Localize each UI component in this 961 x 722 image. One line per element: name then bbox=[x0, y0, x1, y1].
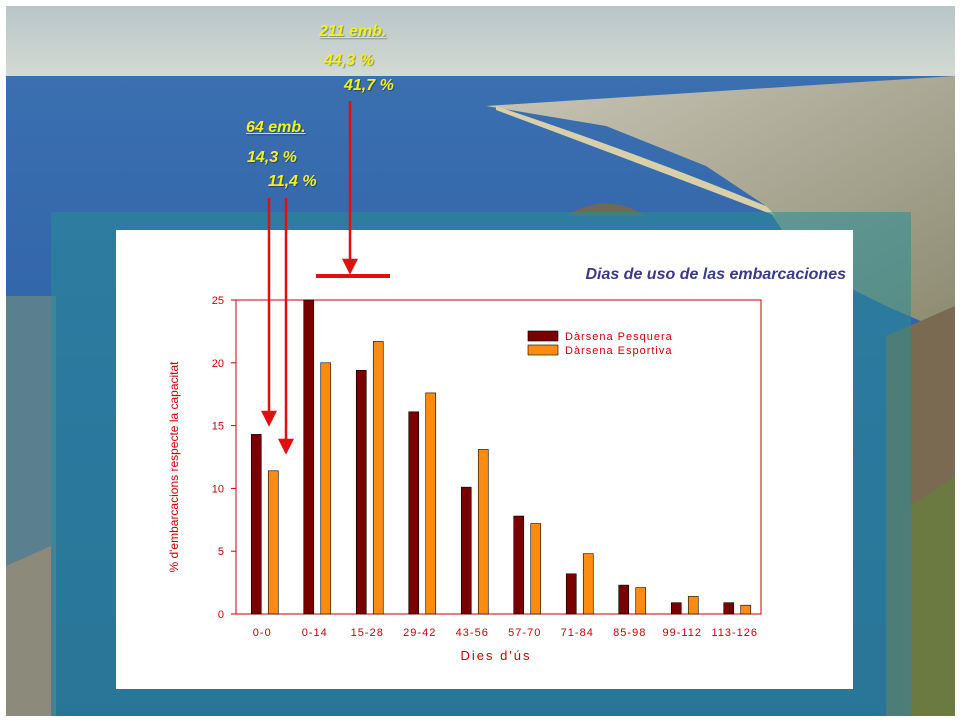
y-axis-label: % d'embarcacions respecte la capacitat bbox=[167, 361, 181, 573]
legend-swatch bbox=[527, 344, 559, 356]
plot-area bbox=[235, 299, 762, 615]
x-tick-label: 29-42 bbox=[403, 627, 436, 639]
group-b-count-label: 211 emb. bbox=[319, 23, 387, 40]
bar-esportiva bbox=[267, 470, 279, 615]
x-tick-label: 0-0 bbox=[253, 627, 272, 639]
legend-entry: Dàrsena Esportiva bbox=[565, 345, 673, 357]
bar-pesquera bbox=[460, 486, 472, 615]
x-tick-label: 0-14 bbox=[302, 627, 328, 639]
x-tick-label: 15-28 bbox=[351, 627, 384, 639]
bar-esportiva bbox=[320, 362, 332, 615]
x-tick-label: 71-84 bbox=[561, 627, 594, 639]
group-b-pct-2: 41,7 % bbox=[344, 77, 394, 94]
bar-chart: 0 5 10 15 20 25 0-0 0-14 15-28 29-42 43-56 57-70 71-… bbox=[212, 295, 762, 639]
y-tick-label: 10 bbox=[212, 483, 224, 495]
bar-pesquera bbox=[303, 299, 315, 615]
y-tick-label: 20 bbox=[212, 358, 224, 370]
y-tick-label: 5 bbox=[218, 546, 224, 558]
y-tick-label: 0 bbox=[218, 609, 224, 621]
x-tick-label: 85-98 bbox=[613, 627, 646, 639]
x-tick-label: 113-126 bbox=[711, 627, 758, 639]
bar-pesquera bbox=[250, 434, 262, 615]
x-tick-label: 99-112 bbox=[663, 627, 702, 639]
chart-panel: 0 5 10 15 20 25 0-0 0-14 15-28 29-42 43-56 57-70 71-… bbox=[116, 230, 853, 689]
x-tick-label: 57-70 bbox=[508, 627, 541, 639]
group-a-count-label: 64 emb. bbox=[246, 119, 306, 136]
y-tick-label: 15 bbox=[212, 421, 224, 433]
bar-esportiva bbox=[372, 341, 384, 615]
bar-pesquera bbox=[565, 573, 577, 615]
slide: 0 5 10 15 20 25 0-0 0-14 15-28 29-42 43-56 57-70 71-… bbox=[6, 6, 955, 716]
bar-esportiva bbox=[530, 523, 542, 615]
group-a-pct-1: 14,3 % bbox=[247, 149, 297, 166]
bar-pesquera bbox=[355, 370, 367, 615]
legend-swatch bbox=[527, 330, 559, 342]
group-a-pct-2: 11,4 % bbox=[268, 173, 317, 190]
bar-esportiva bbox=[740, 604, 752, 615]
bar-pesquera bbox=[513, 515, 525, 615]
bar-esportiva bbox=[687, 596, 699, 615]
bar-pesquera bbox=[723, 602, 735, 615]
bar-pesquera bbox=[618, 584, 630, 615]
x-axis-label: Dies d'ús bbox=[460, 648, 532, 663]
group-b-pct-1: 44,3 % bbox=[324, 52, 374, 69]
chart-title: Dias de uso de las embarcaciones bbox=[585, 266, 846, 283]
bar-pesquera bbox=[670, 602, 682, 615]
bar-esportiva bbox=[425, 392, 437, 615]
legend-entry: Dàrsena Pesquera bbox=[565, 331, 673, 343]
bar-esportiva bbox=[477, 449, 489, 615]
bar-pesquera bbox=[408, 411, 420, 615]
y-tick-label: 25 bbox=[212, 295, 224, 307]
bar-esportiva bbox=[635, 587, 647, 615]
bar-esportiva bbox=[582, 553, 594, 615]
x-tick-label: 43-56 bbox=[456, 627, 489, 639]
